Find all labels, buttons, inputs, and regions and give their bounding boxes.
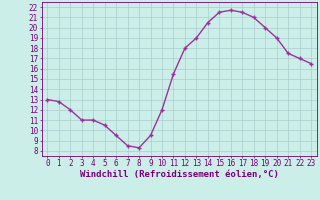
X-axis label: Windchill (Refroidissement éolien,°C): Windchill (Refroidissement éolien,°C) [80,170,279,179]
